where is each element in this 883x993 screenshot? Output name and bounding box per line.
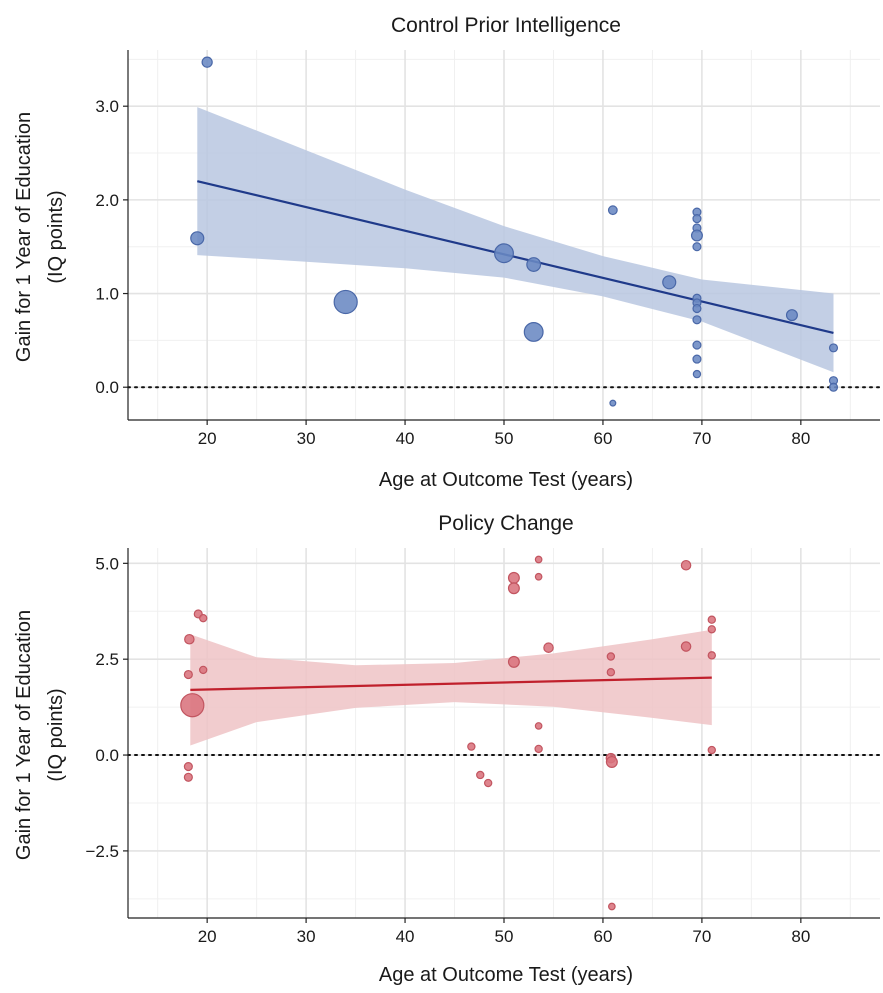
y-axis-title-line-2: (IQ points) xyxy=(45,688,67,781)
data-point xyxy=(507,582,520,595)
x-axis-title: Age at Outcome Test (years) xyxy=(379,469,633,491)
x-tick-label: 80 xyxy=(791,429,810,448)
x-tick-label: 70 xyxy=(692,927,711,946)
data-point xyxy=(483,778,493,788)
confidence-band xyxy=(197,107,834,373)
data-point xyxy=(606,652,616,661)
data-point xyxy=(190,231,205,246)
data-point xyxy=(692,354,702,364)
fit-line-group xyxy=(190,676,712,691)
fit-line xyxy=(197,180,834,334)
y-tick-label: 2.0 xyxy=(95,191,119,210)
data-point xyxy=(692,303,702,314)
data-point xyxy=(333,289,358,315)
grid xyxy=(128,548,880,918)
points-group xyxy=(180,555,716,911)
data-point xyxy=(476,770,485,780)
data-point xyxy=(507,655,520,668)
data-point xyxy=(184,633,195,645)
data-point xyxy=(605,755,618,768)
data-point xyxy=(680,559,692,571)
data-point xyxy=(534,572,543,581)
x-tick-label: 80 xyxy=(791,927,810,946)
x-tick-label: 50 xyxy=(495,429,514,448)
data-point xyxy=(608,902,616,911)
y-axis-title-line-1: Gain for 1 Year of Education xyxy=(13,112,35,362)
y-tick-label: 2.5 xyxy=(95,650,119,669)
data-point xyxy=(526,257,542,272)
data-point xyxy=(534,555,543,564)
data-point xyxy=(198,613,208,623)
data-point xyxy=(662,275,677,290)
y-tick-label: 1.0 xyxy=(95,285,119,304)
data-point xyxy=(183,669,193,680)
data-point xyxy=(494,243,514,264)
data-point xyxy=(785,309,798,322)
y-tick-label: 0.0 xyxy=(95,378,119,397)
confidence-band-group xyxy=(190,629,712,746)
y-tick-label: 0.0 xyxy=(95,746,119,765)
confidence-band xyxy=(190,629,712,746)
y-axis-ticks: −2.5 0.0 2.5 5.0 xyxy=(85,554,128,861)
panel-title: Control Prior Intelligence xyxy=(391,14,621,37)
panel-title: Policy Change xyxy=(438,512,573,535)
data-point xyxy=(692,369,702,379)
x-tick-label: 20 xyxy=(198,927,217,946)
data-point xyxy=(707,615,716,624)
data-point xyxy=(692,315,702,325)
y-axis-title-line-1: Gain for 1 Year of Education xyxy=(13,610,35,860)
y-tick-label: 3.0 xyxy=(95,97,119,116)
data-point xyxy=(692,214,702,224)
y-axis-ticks: 0.0 1.0 2.0 3.0 xyxy=(95,97,128,397)
data-point xyxy=(692,340,702,350)
x-tick-label: 40 xyxy=(396,927,415,946)
data-point xyxy=(507,571,520,584)
data-point xyxy=(692,242,702,252)
fit-line-group xyxy=(197,180,834,334)
data-point xyxy=(467,742,476,751)
x-tick-label: 40 xyxy=(396,429,415,448)
data-point xyxy=(198,665,208,675)
data-point xyxy=(543,642,554,653)
data-point xyxy=(534,744,543,754)
data-point xyxy=(707,651,716,660)
x-tick-label: 60 xyxy=(593,927,612,946)
x-axis-ticks: 20 30 40 50 60 70 80 xyxy=(198,918,810,946)
data-point xyxy=(690,229,703,242)
data-point xyxy=(183,772,193,782)
x-tick-label: 30 xyxy=(297,927,316,946)
x-tick-label: 30 xyxy=(297,429,316,448)
x-tick-label: 20 xyxy=(198,429,217,448)
x-axis-title: Age at Outcome Test (years) xyxy=(379,964,633,986)
panel-control-prior-intelligence: Control Prior Intelligence 20 30 40 50 60 70 8… xyxy=(13,14,881,491)
data-point xyxy=(523,321,544,342)
y-tick-label: −2.5 xyxy=(85,842,119,861)
data-point xyxy=(707,625,716,634)
data-point xyxy=(828,343,839,353)
data-point xyxy=(534,722,543,730)
data-point xyxy=(680,641,692,652)
y-tick-label: 5.0 xyxy=(95,554,119,573)
data-point xyxy=(828,382,839,392)
data-point xyxy=(606,668,616,677)
points-group xyxy=(190,56,839,407)
x-axis-ticks: 20 30 40 50 60 70 80 xyxy=(198,420,810,448)
data-point xyxy=(607,205,618,216)
x-tick-label: 70 xyxy=(692,429,711,448)
data-point xyxy=(707,745,716,755)
y-axis-title-line-2: (IQ points) xyxy=(45,190,67,283)
x-tick-label: 60 xyxy=(593,429,612,448)
confidence-band-group xyxy=(197,107,834,373)
panel-policy-change: Policy Change 20 30 40 50 60 70 80 −2.5 0.0 2.5 5… xyxy=(13,512,881,986)
data-point xyxy=(201,56,213,68)
data-point xyxy=(609,399,617,407)
fit-line xyxy=(190,676,712,691)
x-tick-label: 50 xyxy=(495,927,514,946)
data-point xyxy=(183,761,193,772)
data-point xyxy=(180,693,205,718)
